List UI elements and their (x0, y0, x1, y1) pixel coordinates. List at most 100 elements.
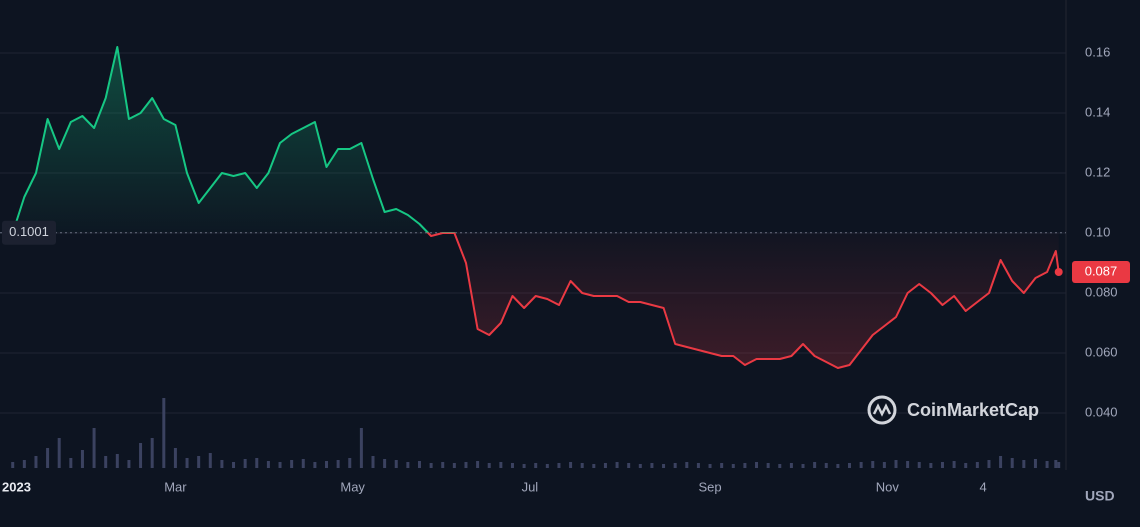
volume-bar (371, 456, 375, 468)
volume-bar (1054, 460, 1058, 468)
volume-bar (778, 464, 782, 468)
volume-bar (290, 460, 294, 468)
watermark-logo (867, 395, 897, 425)
volume-bar (696, 463, 700, 468)
volume-bar (813, 462, 817, 468)
volume-bar (243, 459, 247, 468)
volume-bar (755, 462, 759, 468)
last-price-box (1072, 261, 1130, 283)
volume-bar (871, 461, 875, 468)
watermark: CoinMarketCap (867, 395, 1039, 425)
last-price-dot (1054, 268, 1063, 276)
volume-bar (917, 462, 921, 468)
volume-bar (383, 459, 387, 468)
volume-bar (662, 464, 666, 468)
volume-bar (313, 462, 317, 468)
volume-bar (987, 460, 991, 468)
volume-bar (173, 448, 177, 468)
volume-bar (406, 462, 410, 468)
volume-bar (301, 459, 305, 468)
volume-bar (534, 463, 538, 468)
volume-bar (557, 463, 561, 468)
y-tick-label: 0.080 (1085, 284, 1118, 299)
volume-bar (569, 462, 573, 468)
volume-bar (1010, 458, 1014, 468)
volume-bar (940, 462, 944, 468)
volume-bar (34, 456, 38, 468)
volume-bar (441, 462, 445, 468)
volume-bar (801, 464, 805, 468)
volume-bar (464, 462, 468, 468)
volume-bar (80, 450, 84, 468)
volume-bar (220, 460, 224, 468)
x-tick-label: Jul (522, 479, 539, 494)
volume-bar (999, 456, 1003, 468)
volume-bar (894, 460, 898, 468)
volume-bar (650, 463, 654, 468)
baseline-box (2, 220, 56, 245)
volume-bar (789, 463, 793, 468)
y-tick-label: 0.16 (1085, 44, 1110, 59)
x-tick-label: Mar (164, 479, 187, 494)
volume-bar (545, 464, 549, 468)
volume-bar (197, 456, 201, 468)
volume-bar (255, 458, 259, 468)
volume-bar (1033, 459, 1037, 468)
x-tick-label: Sep (698, 479, 721, 494)
volume-bar (743, 463, 747, 468)
volume-bar (278, 462, 282, 468)
y-tick-label: 0.14 (1085, 104, 1110, 119)
volume-bar (1045, 461, 1049, 468)
volume-bar (127, 460, 131, 468)
volume-bar (208, 453, 212, 468)
volume-bar (824, 463, 828, 468)
volume-bar (906, 461, 910, 468)
volume-bar (685, 462, 689, 468)
volume-bar (673, 463, 677, 468)
volume-bar (766, 463, 770, 468)
volume-bar (476, 461, 480, 468)
watermark-text: CoinMarketCap (907, 400, 1039, 420)
y-tick-label: 0.12 (1085, 164, 1110, 179)
volume-bar (336, 460, 340, 468)
volume-bar (882, 462, 886, 468)
volume-bar (952, 461, 956, 468)
volume-bar (859, 462, 863, 468)
volume-bar (266, 461, 270, 468)
volume-bar (394, 460, 398, 468)
x-tick-label: 2023 (2, 479, 31, 494)
x-tick-label: 4 (980, 479, 987, 494)
volume-bar (232, 462, 236, 468)
x-tick-label: May (340, 479, 365, 494)
volume-bar (580, 463, 584, 468)
volume-bar (92, 428, 96, 468)
volume-bar (638, 464, 642, 468)
volume-bar (162, 398, 166, 468)
volume-bar (615, 462, 619, 468)
volume-bar (417, 461, 421, 468)
volume-bar (104, 456, 108, 468)
volume-bar (325, 461, 329, 468)
watermark-logo-mark (872, 403, 892, 417)
volume-bar (487, 463, 491, 468)
volume-bar (708, 464, 712, 468)
volume-bar (603, 463, 607, 468)
volume-bar (964, 463, 968, 468)
volume-bar (22, 460, 26, 468)
currency-label: USD (1085, 488, 1115, 504)
price-line (11, 46, 1060, 369)
y-tick-label: 0.10 (1085, 224, 1110, 239)
price-area (12, 47, 1059, 368)
volume-bar (150, 438, 154, 468)
volume-bar (836, 464, 840, 468)
volume-bar (185, 458, 189, 468)
volume-bar (510, 463, 514, 468)
volume-bar (1022, 460, 1026, 468)
volume-bar (975, 462, 979, 468)
volume-bar (720, 463, 724, 468)
baseline-label: 0.1001 (9, 224, 49, 239)
volume-bar (592, 464, 596, 468)
volume-bar (359, 428, 363, 468)
volume-bar (46, 448, 50, 468)
